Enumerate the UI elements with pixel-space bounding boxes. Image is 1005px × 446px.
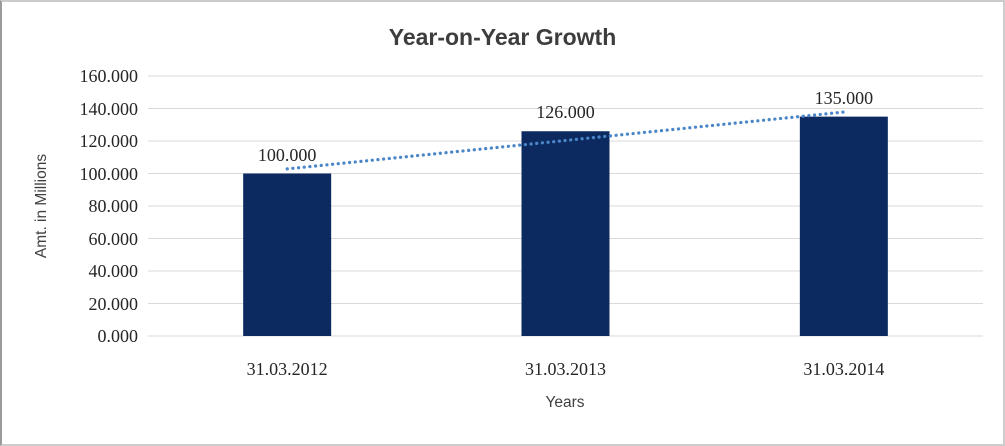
y-axis-tick-label: 100.000 — [79, 163, 139, 184]
bar — [243, 173, 332, 336]
y-axis-tick-label: 0.000 — [97, 326, 139, 346]
bar-data-label: 135.000 — [814, 87, 874, 108]
bar-data-label: 100.000 — [257, 144, 317, 165]
x-axis-tick-label: 31.03.2013 — [525, 359, 606, 379]
trendline — [285, 110, 846, 171]
y-axis-tick-label: 120.000 — [79, 131, 139, 151]
chart-title: Year-on-Year Growth — [388, 24, 617, 50]
bar-data-label: 126.000 — [536, 102, 595, 123]
bar — [799, 116, 888, 336]
y-axis-title: Amt. in Millions — [33, 153, 50, 259]
y-axis-tick-label: 60.000 — [88, 228, 139, 249]
bar — [521, 131, 610, 336]
y-axis-tick-label: 80.000 — [88, 196, 139, 216]
x-axis-tick-label: 31.03.2012 — [246, 359, 328, 379]
x-axis-tick-label: 31.03.2014 — [803, 359, 885, 379]
y-axis-tick-label: 20.000 — [88, 293, 139, 314]
y-axis-tick-label: 40.000 — [88, 261, 139, 281]
y-axis-tick-label: 160.000 — [79, 66, 139, 86]
x-axis-title: Years — [545, 394, 585, 411]
y-axis-tick-label: 140.000 — [79, 98, 139, 119]
